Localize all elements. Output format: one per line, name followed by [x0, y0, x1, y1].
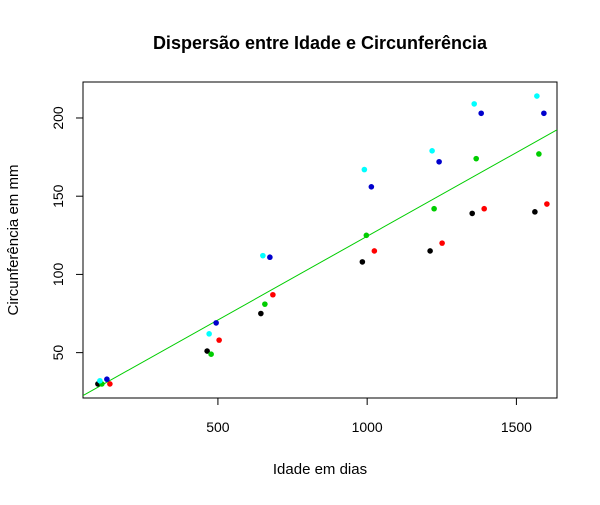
chart-title: Dispersão entre Idade e Circunferência	[153, 33, 488, 53]
scatter-point	[471, 101, 477, 107]
regression-line	[83, 129, 557, 397]
scatter-point	[363, 232, 370, 239]
scatter-point	[371, 248, 378, 254]
scatter-point	[267, 254, 273, 261]
x-axis: 500 1000 1500	[206, 397, 532, 435]
scatter-point	[532, 209, 538, 215]
scatter-point	[204, 348, 210, 354]
scatter-point	[359, 259, 366, 265]
scatter-point	[431, 205, 437, 212]
scatter-point	[208, 351, 214, 357]
scatter-point	[260, 252, 266, 259]
scatter-point	[368, 184, 375, 190]
scatter-point	[541, 110, 547, 117]
scatter-point	[469, 210, 475, 217]
scatter-point	[534, 93, 540, 99]
scatter-point	[258, 310, 264, 317]
y-tick-label: 100	[50, 263, 66, 287]
scatter-point	[213, 320, 219, 326]
scatter-point	[473, 155, 479, 162]
scatter-point	[104, 376, 110, 383]
x-axis-label: Idade em dias	[273, 461, 367, 478]
scatter-point	[429, 148, 435, 154]
x-tick-label: 1000	[352, 419, 383, 435]
scatter-point	[361, 166, 368, 173]
scatter-point	[206, 331, 212, 337]
y-tick-label: 50	[50, 345, 66, 361]
scatter-point	[262, 301, 268, 307]
x-tick-label: 1500	[501, 419, 532, 435]
y-axis: 50 100 150 200	[50, 106, 84, 361]
scatter-point	[427, 248, 433, 254]
scatter-point	[216, 337, 222, 343]
scatter-point	[107, 381, 113, 387]
scatter-point	[536, 151, 542, 157]
points-layer	[95, 93, 550, 387]
scatter-point	[481, 205, 487, 212]
y-axis-label: Circunferência em mm	[5, 165, 22, 316]
scatter-point	[478, 110, 484, 117]
x-tick-label: 500	[206, 419, 230, 435]
regression-layer	[83, 129, 557, 397]
scatter-point	[544, 201, 550, 207]
scatter-point	[270, 291, 276, 298]
y-tick-label: 200	[50, 106, 66, 130]
scatter-point	[97, 377, 103, 384]
scatter-point	[439, 240, 445, 246]
y-tick-label: 150	[50, 184, 66, 208]
plot-frame	[82, 81, 558, 399]
scatter-point	[436, 158, 442, 165]
